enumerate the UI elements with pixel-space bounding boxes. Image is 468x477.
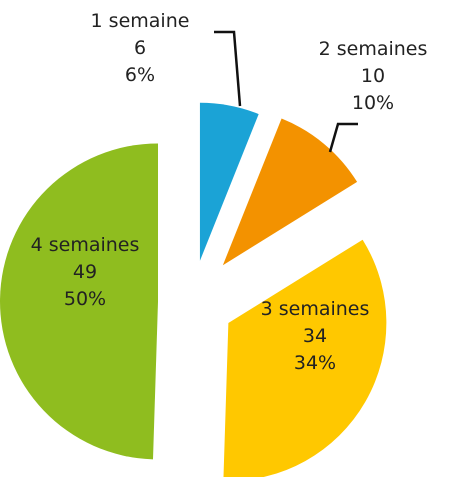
category-name: 3 semaines <box>260 298 370 320</box>
data-label: 2 semaines 10 10% <box>298 36 448 117</box>
category-name: 2 semaines <box>318 38 428 60</box>
pie-slice <box>222 118 358 266</box>
pie-slice <box>199 102 259 261</box>
leader-line <box>214 30 242 107</box>
category-name: 4 semaines <box>30 234 140 256</box>
percent-label: 50% <box>63 288 107 310</box>
category-name: 1 semaine <box>90 10 190 32</box>
pie-slice <box>223 239 387 477</box>
value-label: 49 <box>72 261 98 283</box>
value-label: 34 <box>302 325 328 347</box>
percent-label: 34% <box>293 352 337 374</box>
data-label: 1 semaine 6 6% <box>60 8 220 89</box>
pie-slice <box>0 143 159 460</box>
data-label: 3 semaines 34 34% <box>255 296 375 377</box>
percent-label: 6% <box>124 64 156 86</box>
data-label: 4 semaines 49 50% <box>25 232 145 313</box>
leader-line <box>328 122 358 153</box>
percent-label: 10% <box>351 92 395 114</box>
value-label: 6 <box>133 37 147 59</box>
value-label: 10 <box>360 65 386 87</box>
